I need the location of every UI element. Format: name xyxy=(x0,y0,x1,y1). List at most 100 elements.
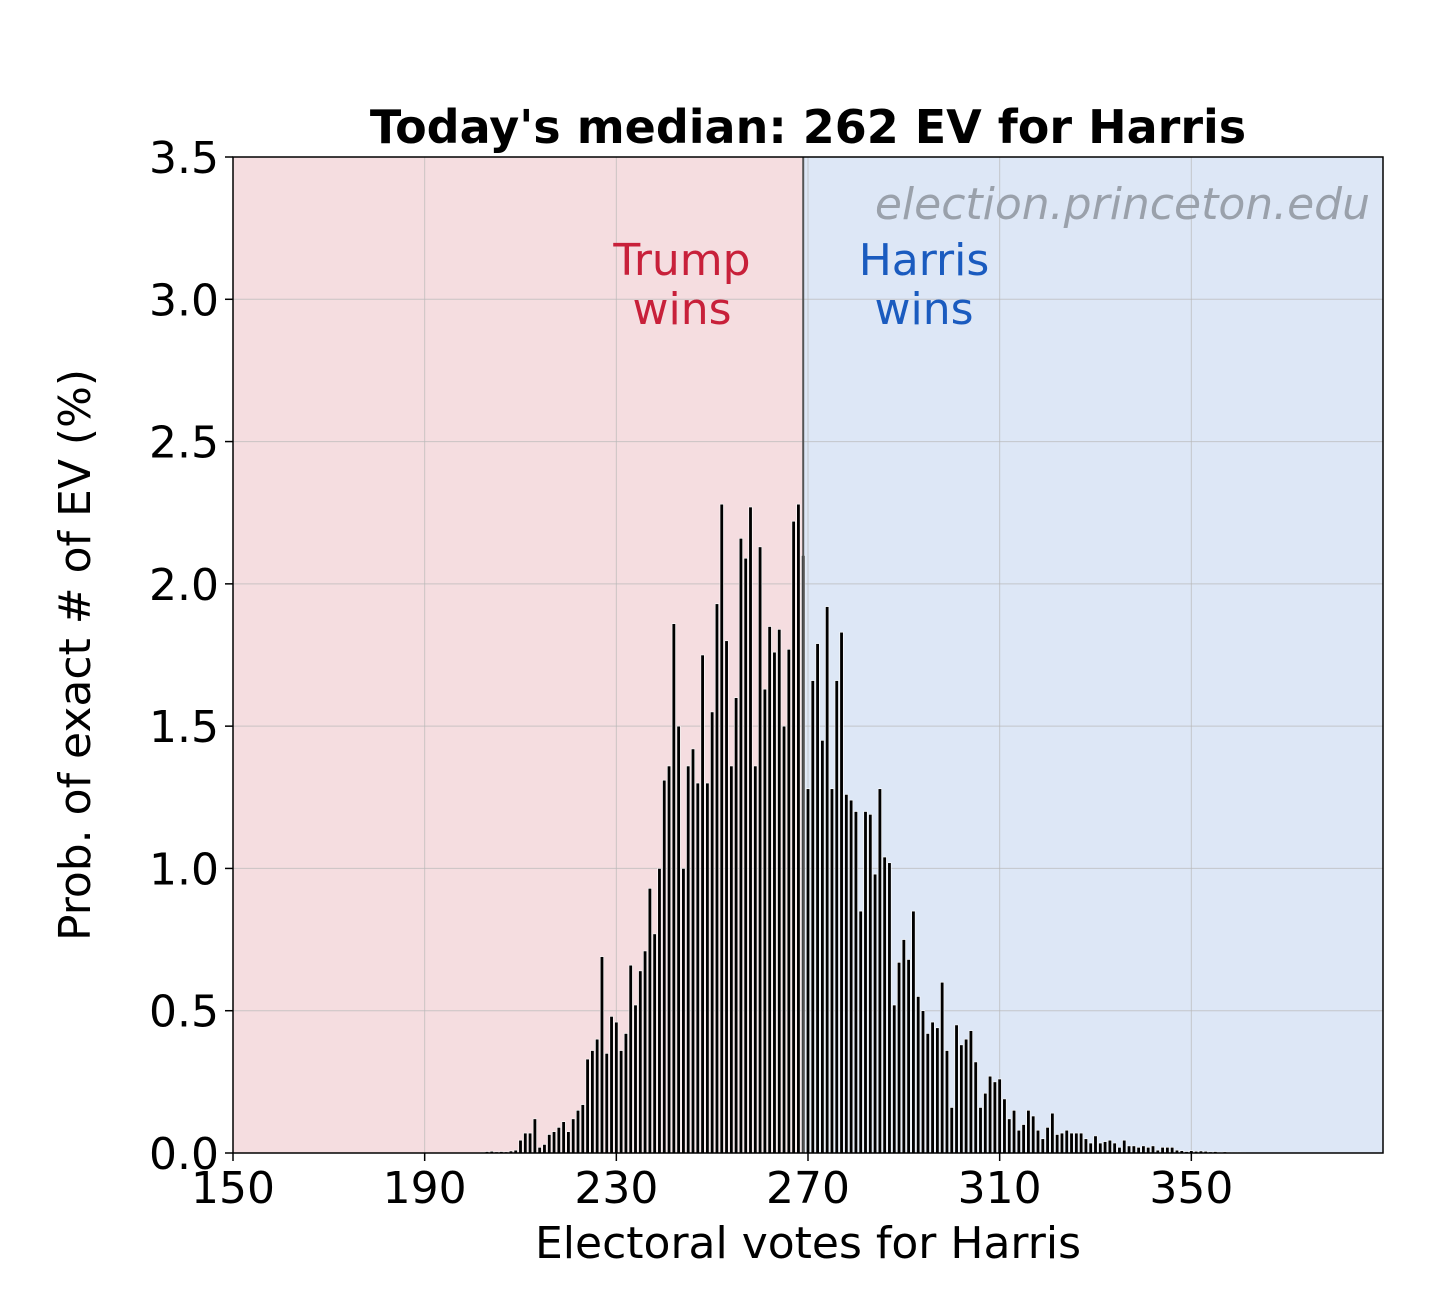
bar-ev-303 xyxy=(964,1038,969,1154)
bar-ev-222 xyxy=(575,1110,581,1154)
bar-ev-241 xyxy=(667,765,672,1154)
bar-ev-313 xyxy=(1012,1110,1017,1154)
bar-ev-291 xyxy=(906,959,911,1154)
bar-ev-273 xyxy=(820,740,825,1154)
y-tick-label-2.0: 2.0 xyxy=(149,560,219,611)
bar-ev-218 xyxy=(556,1127,561,1154)
bar-ev-230 xyxy=(614,1021,619,1154)
bar-ev-216 xyxy=(547,1134,552,1154)
bar-ev-340 xyxy=(1141,1145,1146,1154)
bar-ev-289 xyxy=(897,962,902,1154)
bar-ev-247 xyxy=(695,782,700,1154)
bar-ev-236 xyxy=(643,950,648,1154)
bar-ev-226 xyxy=(595,1038,600,1154)
bar-ev-246 xyxy=(690,748,696,1154)
bar-ev-217 xyxy=(552,1131,557,1154)
bar-ev-261 xyxy=(762,688,767,1154)
bar-ev-242 xyxy=(671,623,676,1154)
x-tick-label-150: 150 xyxy=(191,1163,275,1214)
bar-ev-229 xyxy=(609,1016,614,1154)
bar-ev-321 xyxy=(1050,1112,1055,1154)
x-axis-ticks: 150 190 230 270 310 350 xyxy=(191,1153,1233,1214)
bar-ev-337 xyxy=(1127,1145,1132,1154)
bar-ev-256 xyxy=(738,538,743,1154)
bar-ev-280 xyxy=(853,811,858,1154)
bar-ev-293 xyxy=(916,996,921,1154)
bar-ev-334 xyxy=(1112,1142,1117,1154)
bar-ev-302 xyxy=(959,1044,964,1154)
bar-ev-281 xyxy=(858,910,863,1154)
bar-ev-305 xyxy=(973,1061,978,1154)
bar-ev-265 xyxy=(782,725,787,1154)
bar-ev-235 xyxy=(638,970,643,1154)
chart-title: Today's median: 262 EV for Harris xyxy=(370,100,1246,154)
bar-ev-324 xyxy=(1064,1129,1069,1154)
bar-ev-232 xyxy=(623,1033,628,1154)
bar-ev-271 xyxy=(810,680,815,1154)
harris-wins-label-line2: wins xyxy=(874,284,973,335)
bar-ev-323 xyxy=(1059,1132,1064,1154)
x-tick-label-230: 230 xyxy=(574,1163,658,1214)
bar-ev-286 xyxy=(882,856,887,1154)
y-tick-label-0.0: 0.0 xyxy=(149,1129,219,1180)
bar-ev-285 xyxy=(877,788,882,1154)
bar-ev-297 xyxy=(935,1027,940,1154)
bar-ev-295 xyxy=(925,1033,930,1154)
bar-ev-309 xyxy=(992,1081,997,1154)
bar-ev-284 xyxy=(873,873,878,1154)
bar-ev-243 xyxy=(676,725,681,1154)
bar-ev-308 xyxy=(988,1075,993,1154)
bar-ev-296 xyxy=(930,1021,935,1154)
bar-ev-315 xyxy=(1021,1124,1026,1154)
bar-ev-298 xyxy=(940,981,945,1154)
bar-ev-260 xyxy=(758,546,763,1154)
bar-ev-215 xyxy=(542,1144,547,1154)
bar-ev-244 xyxy=(681,868,686,1154)
bar-ev-268 xyxy=(796,503,801,1154)
bar-ev-249 xyxy=(705,782,710,1154)
bar-ev-211 xyxy=(523,1132,528,1154)
bar-ev-212 xyxy=(528,1132,533,1154)
bar-ev-234 xyxy=(633,1004,638,1154)
bar-ev-310 xyxy=(997,1078,1002,1154)
bar-ev-210 xyxy=(518,1139,523,1154)
bar-ev-251 xyxy=(714,603,719,1154)
bar-ev-231 xyxy=(619,1050,624,1154)
bar-ev-339 xyxy=(1136,1147,1141,1154)
bar-ev-299 xyxy=(944,1050,949,1154)
bar-ev-255 xyxy=(734,697,739,1154)
bar-ev-311 xyxy=(1002,1098,1007,1154)
bar-ev-253 xyxy=(724,640,729,1154)
bar-ev-277 xyxy=(839,631,844,1154)
x-tick-label-310: 310 xyxy=(958,1163,1042,1214)
bar-ev-307 xyxy=(983,1092,988,1154)
bar-ev-282 xyxy=(863,811,868,1154)
bar-ev-263 xyxy=(772,651,777,1154)
bar-ev-330 xyxy=(1093,1135,1098,1154)
bar-ev-342 xyxy=(1150,1145,1156,1154)
bar-ev-225 xyxy=(590,1050,595,1154)
bar-ev-300 xyxy=(949,1107,954,1154)
bar-ev-257 xyxy=(743,557,748,1154)
x-axis-label: Electoral votes for Harris xyxy=(535,1218,1081,1269)
bar-ev-278 xyxy=(844,794,849,1154)
bar-ev-327 xyxy=(1079,1132,1084,1154)
bar-ev-318 xyxy=(1035,1129,1041,1154)
bar-ev-213 xyxy=(532,1118,537,1154)
bar-ev-266 xyxy=(786,649,791,1154)
bar-ev-328 xyxy=(1083,1138,1088,1154)
watermark-text: election.princeton.edu xyxy=(875,179,1370,230)
bar-ev-306 xyxy=(978,1107,983,1154)
y-axis-label: Prob. of exact # of EV (%) xyxy=(50,369,101,941)
bar-ev-254 xyxy=(729,765,734,1154)
bar-ev-272 xyxy=(815,643,820,1154)
y-tick-label-1.5: 1.5 xyxy=(149,702,219,753)
bar-ev-279 xyxy=(849,799,854,1154)
x-tick-label-190: 190 xyxy=(383,1163,467,1214)
bar-ev-252 xyxy=(719,503,724,1154)
bar-ev-314 xyxy=(1016,1129,1021,1154)
bar-ev-228 xyxy=(604,1053,609,1154)
bar-ev-258 xyxy=(748,506,753,1154)
y-tick-label-0.5: 0.5 xyxy=(149,987,219,1038)
